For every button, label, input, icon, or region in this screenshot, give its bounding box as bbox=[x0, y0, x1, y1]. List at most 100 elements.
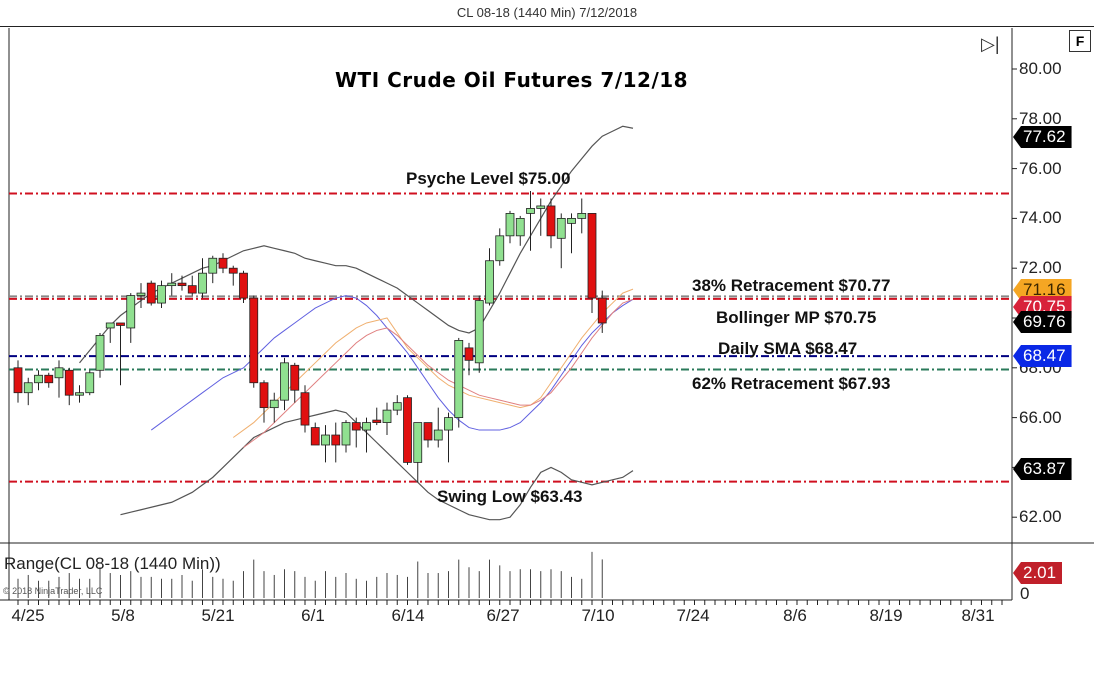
time-axis-label: 6/1 bbox=[301, 606, 325, 625]
candle bbox=[382, 409, 392, 423]
range-value-tag: 2.01 bbox=[1013, 562, 1063, 584]
annotation-daily-sma: Daily SMA $68.47 bbox=[718, 339, 858, 358]
candle bbox=[341, 422, 351, 446]
price-tag: 63.87 bbox=[1013, 458, 1072, 480]
annotation-38-retracement: 38% Retracement $70.77 bbox=[692, 276, 891, 295]
annotation-62-retracement: 62% Retracement $67.93 bbox=[692, 374, 891, 393]
chart-heading: WTI Crude Oil Futures 7/12/18 bbox=[335, 68, 689, 92]
time-axis-label: 6/14 bbox=[391, 606, 425, 625]
candle bbox=[23, 382, 33, 394]
time-axis-label: 5/21 bbox=[201, 606, 235, 625]
candle bbox=[423, 422, 433, 441]
candle bbox=[239, 272, 248, 299]
candle bbox=[454, 340, 464, 419]
candle bbox=[85, 372, 95, 394]
copyright-text: © 2018 NinjaTrader, LLC bbox=[3, 586, 103, 596]
indicator-line bbox=[150, 295, 634, 431]
candle bbox=[474, 300, 484, 364]
candle bbox=[485, 260, 494, 304]
candle bbox=[577, 213, 587, 219]
candle bbox=[105, 322, 115, 329]
candle bbox=[280, 362, 289, 401]
candle bbox=[54, 367, 64, 379]
candle bbox=[64, 369, 74, 396]
candle bbox=[403, 397, 412, 463]
time-axis-label: 7/24 bbox=[676, 606, 710, 625]
candle bbox=[495, 235, 505, 262]
price-tag: 68.47 bbox=[1013, 345, 1072, 367]
candle bbox=[290, 364, 300, 391]
price-axis-label: 76.00 bbox=[1019, 158, 1062, 178]
candle bbox=[464, 347, 474, 361]
candle bbox=[187, 285, 197, 294]
candle bbox=[392, 402, 402, 411]
candle bbox=[218, 257, 228, 269]
candle bbox=[444, 417, 453, 431]
candle bbox=[116, 322, 125, 326]
candle bbox=[198, 272, 207, 294]
candle bbox=[321, 434, 330, 446]
time-axis-label: 6/27 bbox=[486, 606, 520, 625]
candle bbox=[351, 422, 361, 431]
annotation-psyche-level: Psyche Level $75.00 bbox=[406, 169, 571, 188]
price-axis-label: 78.00 bbox=[1019, 108, 1062, 128]
range-zero-label: 0 bbox=[1020, 584, 1030, 603]
price-tag: 69.76 bbox=[1013, 311, 1072, 333]
price-axis-label: 74.00 bbox=[1019, 208, 1062, 228]
candle bbox=[34, 374, 43, 384]
candle bbox=[146, 282, 156, 304]
time-axis-label: 4/25 bbox=[11, 606, 45, 625]
time-axis-label: 8/19 bbox=[869, 606, 903, 625]
indicator-line bbox=[243, 298, 634, 448]
candle bbox=[44, 374, 54, 384]
candle bbox=[505, 213, 515, 237]
candle bbox=[177, 282, 187, 287]
candle bbox=[587, 213, 597, 299]
candle bbox=[567, 217, 576, 224]
time-axis-label: 8/6 bbox=[783, 606, 807, 625]
price-axis-label: 80.00 bbox=[1019, 59, 1062, 78]
price-tag: 77.62 bbox=[1013, 126, 1072, 148]
indicator-line bbox=[232, 288, 634, 438]
annotation-swing-low: Swing Low $63.43 bbox=[437, 487, 583, 506]
candle bbox=[95, 335, 105, 371]
f-button[interactable]: F bbox=[1069, 30, 1091, 52]
candle bbox=[362, 422, 371, 431]
candle bbox=[331, 434, 341, 446]
price-axis-label: 66.00 bbox=[1019, 407, 1062, 427]
candle bbox=[556, 217, 566, 239]
candle bbox=[372, 419, 382, 423]
annotation-bollinger-mp: Bollinger MP $70.75 bbox=[716, 308, 877, 327]
candle bbox=[310, 427, 320, 446]
time-axis-label: 8/31 bbox=[961, 606, 995, 625]
candle bbox=[249, 297, 259, 384]
candle bbox=[526, 208, 535, 214]
candle bbox=[536, 205, 546, 209]
candle bbox=[300, 392, 310, 426]
candle bbox=[136, 292, 146, 296]
candle bbox=[413, 422, 423, 463]
candle bbox=[269, 399, 279, 409]
candle bbox=[259, 382, 269, 409]
time-axis-label: 5/8 bbox=[111, 606, 135, 625]
candle bbox=[515, 217, 525, 237]
candle bbox=[126, 295, 136, 329]
candle bbox=[157, 285, 166, 304]
candle bbox=[208, 257, 218, 274]
range-indicator-label: Range(CL 08-18 (1440 Min)) bbox=[4, 554, 221, 573]
candle bbox=[13, 367, 23, 394]
time-axis-label: 7/10 bbox=[581, 606, 615, 625]
price-axis-label: 62.00 bbox=[1019, 507, 1062, 527]
candle bbox=[75, 392, 84, 396]
price-axis-label: 72.00 bbox=[1019, 258, 1062, 278]
price-tag: 71.16 bbox=[1013, 279, 1072, 301]
window-title: CL 08-18 (1440 Min) 7/12/2018 bbox=[0, 0, 1094, 27]
scroll-to-end-icon[interactable]: ▷| bbox=[981, 34, 1000, 54]
candle bbox=[167, 282, 177, 287]
candle bbox=[228, 267, 238, 274]
indicator-line bbox=[120, 409, 634, 521]
candle bbox=[597, 297, 607, 324]
candle bbox=[546, 205, 556, 237]
candle bbox=[433, 429, 443, 441]
